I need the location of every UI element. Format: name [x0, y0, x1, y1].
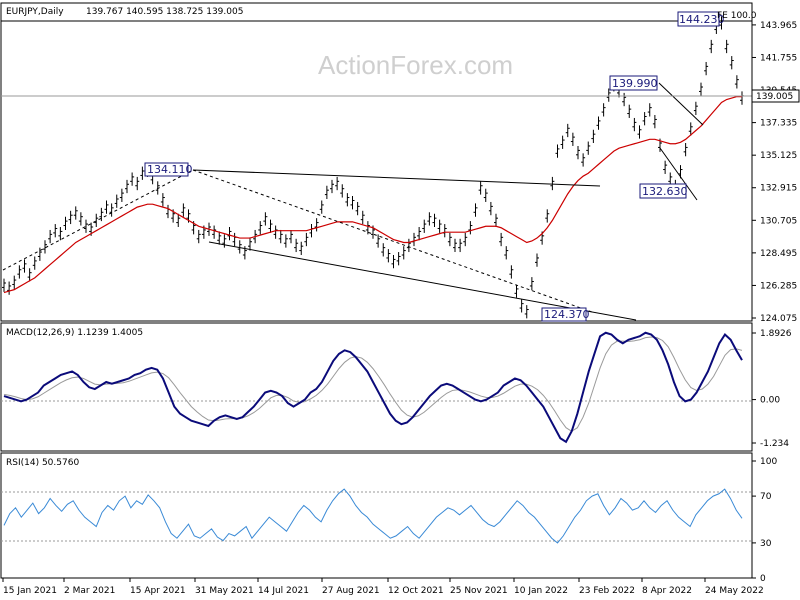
moving-average-group: [3, 95, 742, 294]
x-axis: 15 Jan 2021 2 Mar 2021 15 Apr 2021 31 May 2…: [2, 578, 764, 596]
price-tick-label: 143.965: [760, 21, 797, 31]
price-y-axis: 143.965141.755139.545137.335135.125132.9…: [752, 21, 797, 324]
callout-134110-label: 134.110: [147, 163, 193, 176]
x-tick-label: 2 Mar 2021: [64, 586, 115, 596]
price-tick-label: 132.915: [760, 184, 797, 194]
x-tick-label: 23 Feb 2022: [579, 586, 635, 596]
macd-tick-label: 0.00: [760, 396, 780, 406]
trendline-wedge-top: [658, 82, 704, 126]
fib-extension-label: FE 100.0: [717, 11, 757, 21]
macd-pane-frame: [0, 322, 753, 452]
rsi-pane-frame: [0, 452, 753, 579]
callout-132630: 132.630: [639, 183, 688, 199]
price-tick-label: 126.285: [760, 281, 797, 291]
price-tick-label: 141.755: [760, 53, 797, 63]
x-tick-label: 31 May 2021: [195, 586, 254, 596]
x-tick-label: 25 Nov 2021: [450, 586, 508, 596]
callout-134110: 134.110: [144, 162, 193, 177]
rsi-y-axis: 100 70 30 0: [752, 457, 777, 584]
macd-line: [3, 331, 743, 444]
moving-average-line: [3, 95, 742, 294]
rsi-tick-label: 70: [760, 492, 772, 502]
callout-124370: 124.370: [541, 307, 590, 322]
x-tick-label: 10 Jan 2022: [514, 586, 568, 596]
rsi-tick-label: 0: [760, 574, 766, 584]
price-tick-label: 137.335: [760, 119, 797, 129]
macd-label: MACD(12,26,9) 1.1239 1.4005: [6, 328, 143, 338]
rsi-series-group: [3, 488, 743, 544]
price-tick-label: 124.075: [760, 314, 797, 324]
x-tick-label: 15 Apr 2021: [130, 586, 186, 596]
macd-y-axis: 1.8926 0.00 -1.234: [752, 329, 792, 449]
callout-139990-label: 139.990: [612, 77, 658, 90]
price-pane-frame: [0, 2, 753, 322]
symbol-label: EURJPY,Daily: [6, 7, 64, 17]
price-series-group: [2, 16, 744, 319]
trendline-upper-channel: [192, 169, 601, 187]
x-tick-label: 27 Aug 2021: [322, 586, 380, 596]
rsi-tick-label: 100: [760, 457, 777, 467]
x-tick-label: 24 May 2022: [705, 586, 764, 596]
callout-132630-label: 132.630: [642, 185, 688, 198]
macd-series-group: [3, 331, 743, 444]
trendlines: [2, 82, 704, 321]
watermark: ActionForex.com: [318, 50, 513, 80]
current-price-label: 139.005: [756, 92, 793, 102]
trendline-dashed-decline: [192, 169, 593, 313]
callout-139990: 139.990: [609, 75, 658, 91]
trendline-wedge-bottom: [659, 147, 698, 201]
callout-124370-label: 124.370: [544, 308, 590, 321]
callout-144230-label: 144.230: [679, 13, 725, 26]
x-tick-label: 15 Jan 2021: [3, 586, 57, 596]
macd-tick-label: 1.8926: [760, 329, 792, 339]
x-tick-label: 8 Apr 2022: [642, 586, 692, 596]
callout-144230: 144.230: [677, 11, 725, 27]
price-tick-label: 130.705: [760, 216, 797, 226]
current-price-tag: 139.005: [751, 89, 800, 103]
x-tick-label: 14 Jul 2021: [258, 586, 309, 596]
x-tick-label: 12 Oct 2021: [388, 586, 444, 596]
rsi-line: [3, 488, 743, 544]
rsi-label: RSI(14) 50.5760: [6, 458, 79, 468]
price-tick-label: 128.495: [760, 249, 797, 259]
trendline-lower-channel: [208, 241, 637, 321]
ohlc-label: 139.767 140.595 138.725 139.005: [86, 7, 243, 17]
price-tick-label: 135.125: [760, 151, 797, 161]
rsi-tick-label: 30: [760, 539, 772, 549]
macd-tick-label: -1.234: [760, 439, 789, 449]
